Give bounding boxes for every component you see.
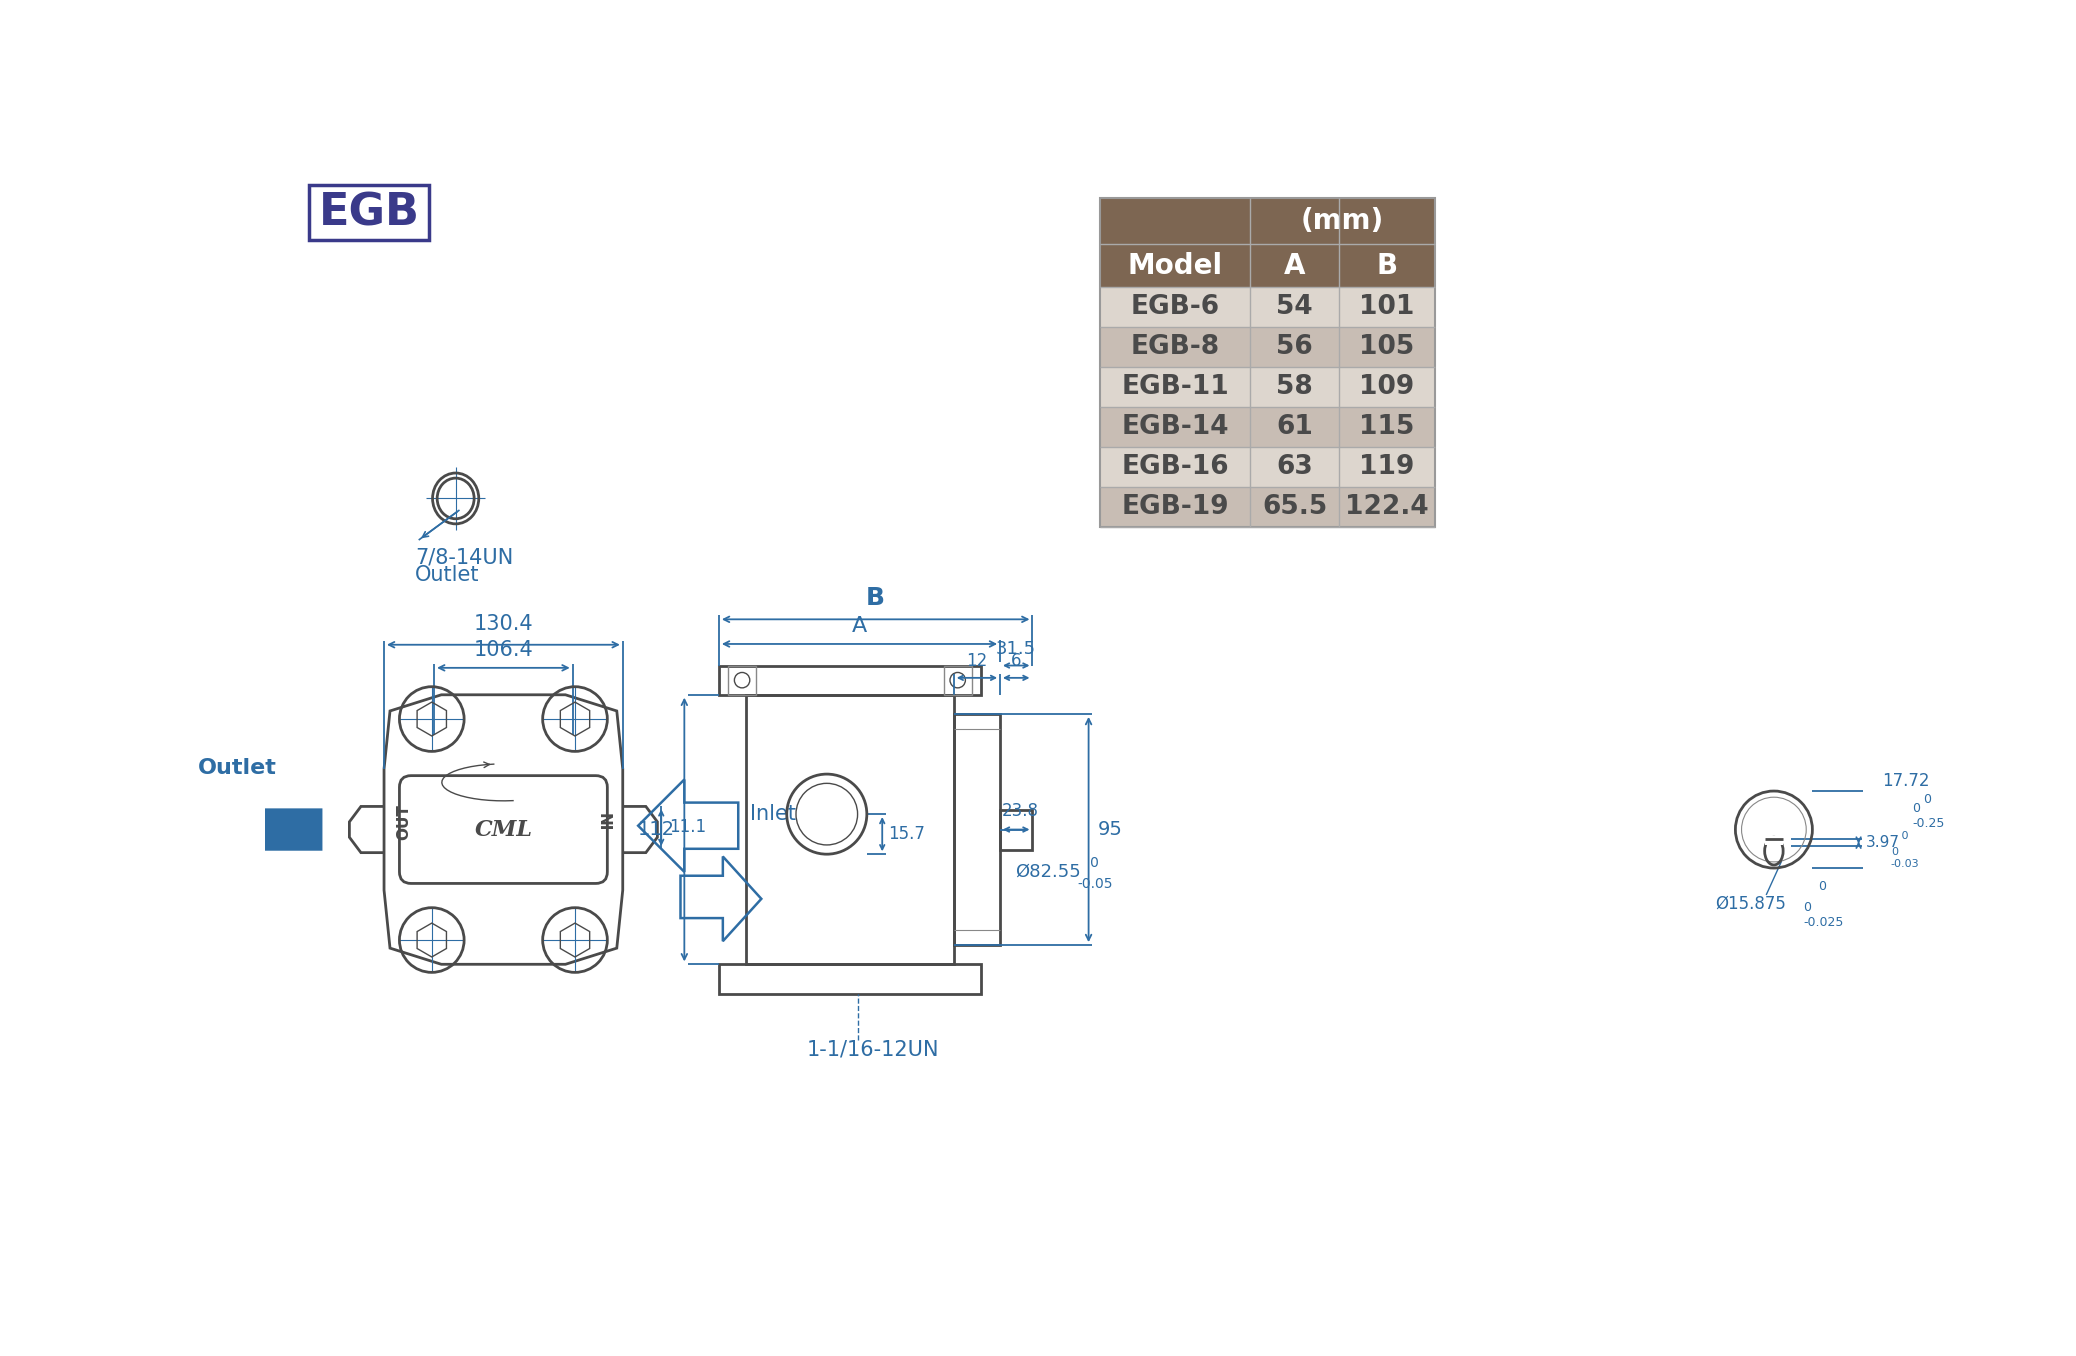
Bar xyxy=(1339,447,1435,487)
Text: Ø82.55: Ø82.55 xyxy=(1015,862,1082,881)
Text: Ø15.875: Ø15.875 xyxy=(1715,895,1785,913)
Bar xyxy=(1100,366,1250,407)
Text: A: A xyxy=(851,616,868,636)
Text: 23.8: 23.8 xyxy=(1001,803,1038,820)
Text: 3.97: 3.97 xyxy=(1866,835,1900,850)
Text: EGB-6: EGB-6 xyxy=(1131,294,1221,320)
Text: CML: CML xyxy=(475,819,531,841)
Bar xyxy=(953,715,1001,945)
Bar xyxy=(1100,198,1250,244)
Text: 0: 0 xyxy=(1804,880,1827,894)
Text: 63: 63 xyxy=(1277,454,1312,480)
Text: EGB: EGB xyxy=(318,191,419,235)
Bar xyxy=(745,694,953,964)
Text: 106.4: 106.4 xyxy=(473,640,534,660)
Bar xyxy=(1339,407,1435,447)
Text: (mm): (mm) xyxy=(1302,207,1385,235)
Bar xyxy=(718,666,980,694)
Text: 101: 101 xyxy=(1360,294,1414,320)
Bar xyxy=(1001,810,1032,850)
Text: 130.4: 130.4 xyxy=(473,614,534,635)
Bar xyxy=(1100,244,1250,286)
Bar xyxy=(1100,286,1250,327)
Bar xyxy=(1339,286,1435,327)
Bar xyxy=(1250,447,1339,487)
Text: 1-1/16-12UN: 1-1/16-12UN xyxy=(808,1040,938,1060)
Bar xyxy=(1100,447,1250,487)
Bar xyxy=(1100,407,1250,447)
Text: 112: 112 xyxy=(637,820,675,839)
Text: -0.05: -0.05 xyxy=(1077,877,1113,891)
FancyArrow shape xyxy=(214,795,322,864)
Text: 58: 58 xyxy=(1277,374,1312,400)
Text: B: B xyxy=(1376,251,1397,279)
Text: 11.1: 11.1 xyxy=(668,818,706,837)
Text: 0
-0.03: 0 -0.03 xyxy=(1891,848,1920,869)
Text: 31.5: 31.5 xyxy=(996,640,1036,658)
Text: 0
-0.025: 0 -0.025 xyxy=(1804,902,1843,929)
Text: 0
-0.25: 0 -0.25 xyxy=(1912,801,1945,830)
Text: EGB-19: EGB-19 xyxy=(1121,494,1229,519)
Text: 6: 6 xyxy=(1011,652,1021,670)
Text: 0: 0 xyxy=(1891,831,1908,841)
Bar xyxy=(1250,407,1339,447)
Text: 56: 56 xyxy=(1277,334,1312,359)
Bar xyxy=(1100,198,1435,527)
Bar xyxy=(1339,244,1435,286)
Text: Model: Model xyxy=(1127,251,1223,279)
Text: EGB-11: EGB-11 xyxy=(1121,374,1229,400)
Text: 119: 119 xyxy=(1360,454,1414,480)
Bar xyxy=(1250,198,1435,244)
Bar xyxy=(1250,487,1339,527)
Text: 0: 0 xyxy=(1912,792,1933,805)
Bar xyxy=(1339,366,1435,407)
Text: A: A xyxy=(1283,251,1306,279)
Bar xyxy=(1339,327,1435,366)
Text: Outlet: Outlet xyxy=(199,758,278,778)
Text: 54: 54 xyxy=(1277,294,1312,320)
Bar xyxy=(1250,286,1339,327)
Bar xyxy=(1100,487,1250,527)
Bar xyxy=(1250,327,1339,366)
Text: 7/8-14UN: 7/8-14UN xyxy=(415,548,513,568)
Bar xyxy=(729,666,756,694)
Text: Inlet: Inlet xyxy=(749,804,795,824)
Text: 17.72: 17.72 xyxy=(1881,772,1929,789)
Bar xyxy=(1765,835,1783,845)
Text: 65.5: 65.5 xyxy=(1262,494,1327,519)
Text: EGB-8: EGB-8 xyxy=(1131,334,1221,359)
Bar xyxy=(718,964,980,994)
Text: 109: 109 xyxy=(1360,374,1414,400)
Text: B: B xyxy=(866,586,884,610)
Text: Outlet: Outlet xyxy=(415,564,480,584)
Bar xyxy=(1250,244,1339,286)
Text: EGB-16: EGB-16 xyxy=(1121,454,1229,480)
Bar xyxy=(1339,487,1435,527)
Text: 105: 105 xyxy=(1360,334,1414,359)
Bar xyxy=(1100,327,1250,366)
Text: NI: NI xyxy=(596,812,610,831)
Text: 0: 0 xyxy=(1077,856,1098,869)
Text: 12: 12 xyxy=(965,652,988,670)
Bar xyxy=(309,184,430,240)
Text: OUT: OUT xyxy=(397,804,411,839)
Text: 115: 115 xyxy=(1360,414,1414,439)
Text: 95: 95 xyxy=(1098,820,1123,839)
Bar xyxy=(1250,366,1339,407)
Text: EGB-14: EGB-14 xyxy=(1121,414,1229,439)
Text: 61: 61 xyxy=(1277,414,1312,439)
Text: 15.7: 15.7 xyxy=(889,826,926,843)
Text: 122.4: 122.4 xyxy=(1345,494,1428,519)
Bar xyxy=(945,666,972,694)
